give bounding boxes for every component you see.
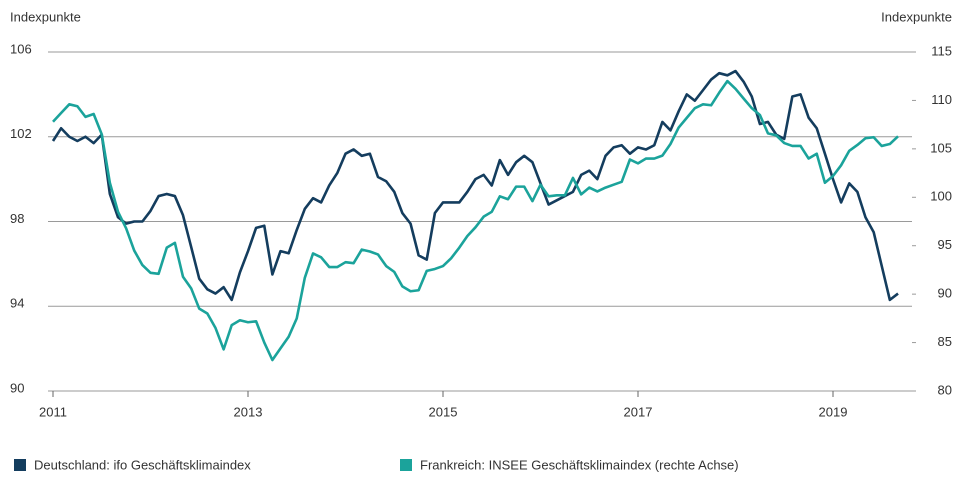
y-tick-label: 106 (10, 41, 32, 56)
x-tick-label: 2013 (234, 404, 263, 419)
y-tick-label: 90 (10, 380, 24, 395)
legend-swatch (14, 459, 26, 471)
x-tick-label: 2017 (624, 404, 653, 419)
x-tick-label: 2019 (819, 404, 848, 419)
y2-tick-label: 95 (938, 237, 952, 252)
y2-tick-label: 110 (931, 92, 952, 107)
legend-label: Deutschland: ifo Geschäftsklimaindex (34, 457, 251, 472)
x-tick-label: 2011 (39, 404, 67, 419)
y2-tick-label: 105 (930, 140, 952, 155)
y2-tick-label: 115 (931, 43, 952, 58)
x-tick-label: 2015 (429, 404, 458, 419)
line-series (51, 69, 899, 302)
line-series (52, 79, 899, 362)
y2-tick-label: 100 (930, 189, 952, 204)
legend-label: Frankreich: INSEE Geschäftsklimaindex (r… (420, 457, 739, 472)
y2-tick-label: 85 (938, 334, 952, 349)
legend-swatch (400, 459, 412, 471)
y-tick-label: 98 (10, 211, 24, 226)
y-tick-label: 102 (10, 126, 32, 141)
y-tick-label: 94 (10, 296, 24, 311)
y2-axis-label: Indexpunkte (881, 9, 952, 24)
y-axis-label: Indexpunkte (10, 9, 81, 24)
y2-tick-label: 80 (938, 382, 952, 397)
y2-tick-label: 90 (938, 286, 952, 301)
